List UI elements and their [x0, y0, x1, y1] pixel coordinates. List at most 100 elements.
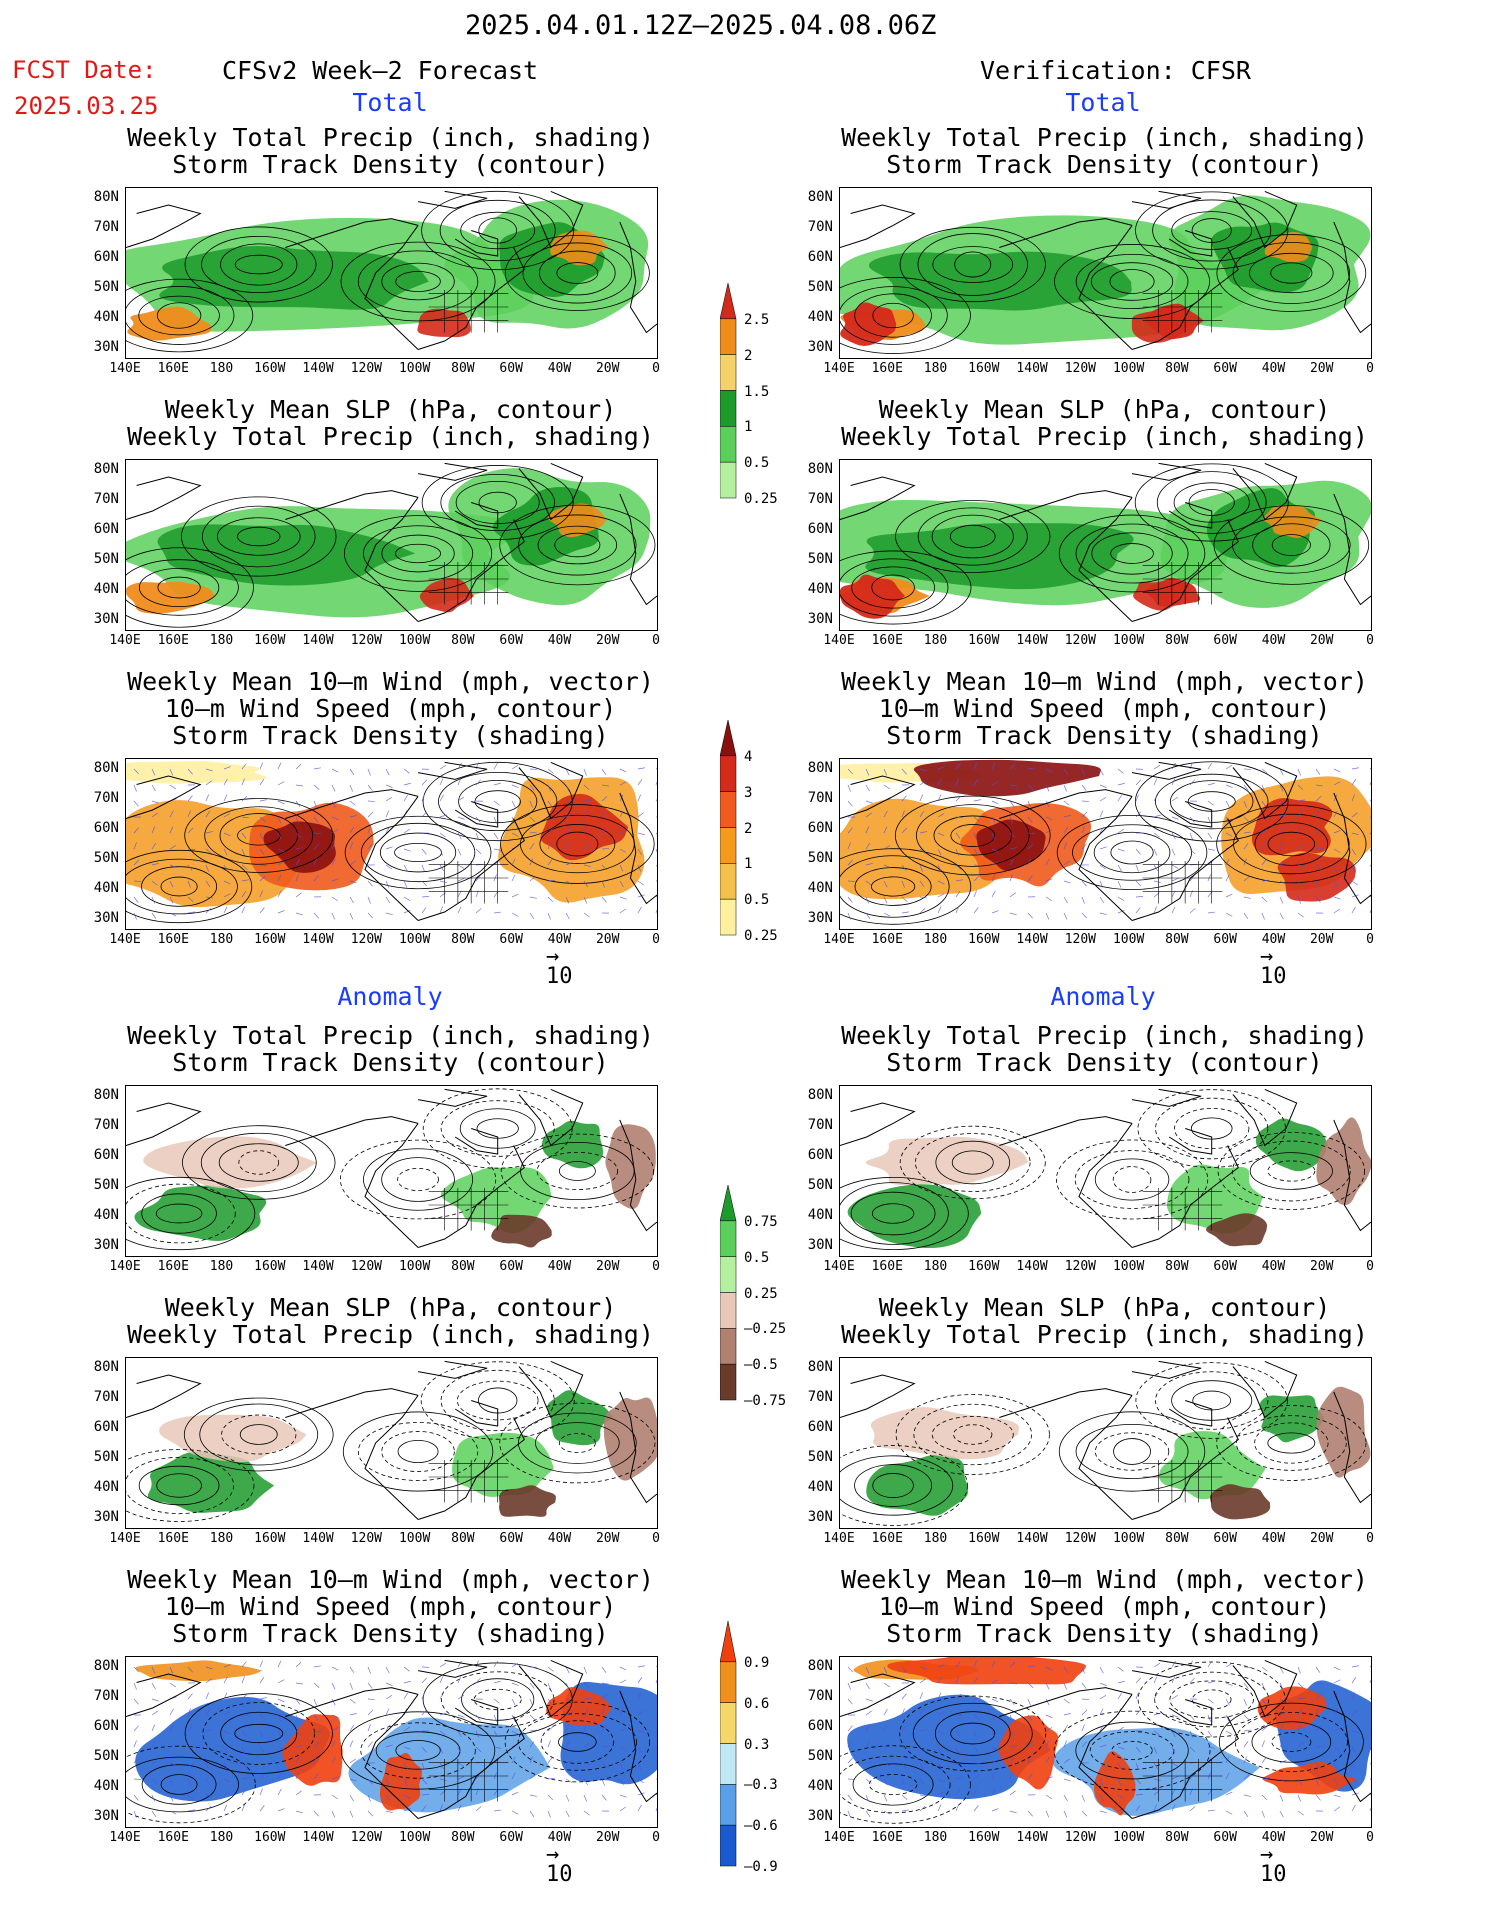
contour-line: [343, 515, 493, 592]
wind-vector: [313, 912, 319, 919]
wind-vector: [955, 906, 959, 914]
wind-vector: [1333, 781, 1341, 786]
wind-vector: [1369, 1762, 1371, 1765]
contour-line: [126, 547, 254, 628]
wind-vector: [991, 1759, 999, 1764]
wind-vector: [1351, 1730, 1359, 1734]
wind-vector: [1297, 880, 1303, 888]
wind-vector: [565, 768, 570, 776]
wind-vector: [1153, 778, 1158, 786]
lon-label: 160W: [968, 361, 1000, 376]
wind-vector: [439, 1662, 447, 1668]
wind-vector: [583, 1742, 590, 1748]
wind-vector: [973, 799, 981, 802]
wind-vector: [1279, 861, 1287, 866]
coastline: [1232, 190, 1298, 249]
shading-region: [1316, 1386, 1371, 1478]
wind-vector: [901, 848, 910, 850]
contour-line: [950, 824, 996, 847]
wind-vector: [223, 794, 228, 802]
wind-vector: [1081, 1666, 1085, 1674]
wind-vector: [601, 1666, 607, 1673]
wind-vector: [1243, 1741, 1249, 1748]
coastline: [1078, 796, 1133, 921]
wind-vector: [367, 826, 371, 834]
wind-vector: [1225, 784, 1233, 788]
coastline: [285, 1388, 419, 1418]
contour-line: [342, 1411, 494, 1492]
wind-vector: [1225, 1791, 1233, 1796]
coastline: [840, 1374, 916, 1418]
lat-label: 50N: [93, 850, 119, 866]
contour-line: [868, 1774, 918, 1795]
wind-vector: [1261, 1666, 1268, 1672]
wind-vector: [1027, 1698, 1031, 1706]
lat-label: 60N: [807, 1147, 833, 1163]
wind-vector: [475, 816, 481, 823]
panel-title-line: Weekly Mean 10—m Wind (mph, vector): [841, 1565, 1368, 1594]
wind-vector: [313, 767, 321, 770]
contour-line: [473, 1688, 522, 1711]
contour-line: [1234, 1712, 1348, 1772]
wind-vector: [1099, 896, 1104, 904]
wind-vector: [1297, 768, 1301, 776]
wind-vector: [313, 832, 321, 835]
lon-label: 100W: [1112, 361, 1145, 376]
contour-line: [440, 1671, 555, 1728]
wind-vector: [991, 1714, 996, 1722]
wind-vector: [439, 1730, 446, 1736]
wind-vector: [1279, 1778, 1287, 1783]
contour-line: [852, 1763, 934, 1806]
wind-vector: [865, 768, 870, 776]
wind-vector: [403, 910, 411, 914]
wind-vector: [295, 874, 300, 882]
wind-vector: [313, 1714, 319, 1721]
contour-line: [558, 1433, 596, 1453]
contour-line: [1252, 523, 1331, 567]
map-svg: [126, 1088, 657, 1251]
wind-vector: [1117, 910, 1125, 914]
wind-vector: [1297, 1762, 1305, 1765]
wind-vector: [241, 832, 247, 839]
coastline: [840, 476, 916, 520]
wind-vector: [1207, 832, 1213, 840]
wind-vector: [583, 826, 587, 834]
wind-vector: [937, 1762, 942, 1770]
wind-vector: [919, 1729, 927, 1732]
wind-vector: [619, 908, 626, 914]
wind-vector: [619, 1728, 627, 1732]
wind-vector: [919, 907, 926, 914]
panel-title-line: 10—m Wind Speed (mph, contour): [164, 694, 617, 723]
wind-vector: [1333, 1728, 1341, 1732]
contour-line: [181, 496, 337, 577]
colorbar-segment: [719, 1363, 737, 1401]
wind-vector: [1171, 1804, 1176, 1812]
wind-vector: [973, 890, 977, 898]
wind-vector: [865, 1794, 869, 1802]
wind-vector: [241, 1788, 247, 1796]
wind-vector: [655, 909, 657, 914]
wind-vector: [991, 816, 996, 824]
lon-label: 40W: [547, 1531, 572, 1546]
colorbar-segment: [719, 1220, 737, 1257]
colorbar-cap: [719, 1184, 737, 1222]
wind-vector: [1027, 1730, 1035, 1733]
wind-vector: [547, 1666, 554, 1672]
wind-vector: [493, 1746, 501, 1749]
wind-vector: [637, 1710, 644, 1716]
wind-vector: [547, 1810, 551, 1818]
wind-vector: [1369, 864, 1371, 867]
contour-line: [1232, 1140, 1351, 1202]
contour-line: [1232, 516, 1351, 574]
lon-label: 160W: [254, 1259, 286, 1274]
wind-vector: [1063, 1778, 1071, 1782]
panel-title-line: Weekly Total Precip (inch, shading): [841, 1320, 1368, 1349]
shading-region: [379, 1752, 422, 1811]
lon-label: 20W: [1309, 361, 1334, 376]
wind-vector: [349, 1682, 353, 1690]
wind-vector: [151, 1778, 158, 1784]
wind-vector: [1243, 843, 1249, 850]
wind-vector: [1351, 906, 1356, 914]
wind-vector: [1243, 1774, 1250, 1780]
wind-vector: [241, 795, 248, 802]
